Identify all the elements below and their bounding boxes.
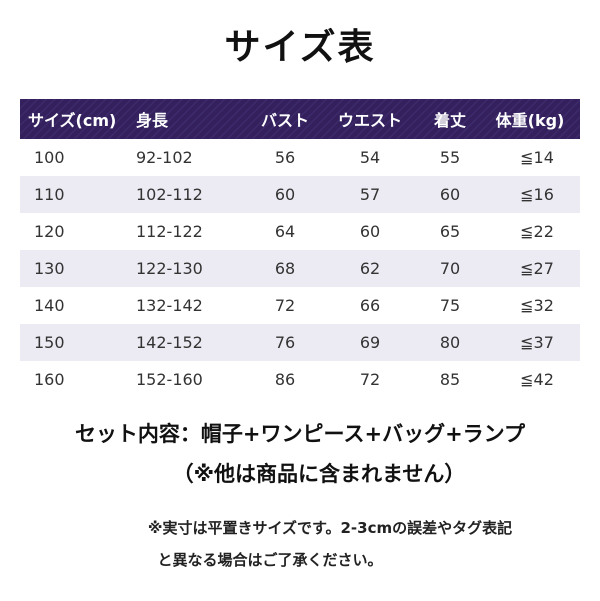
header-bust: バスト <box>260 111 309 130</box>
cell-height: 152-160 <box>136 370 203 389</box>
cell-weight: ≦42 <box>520 370 554 389</box>
header-size: サイズ(cm) <box>28 111 117 130</box>
measurement-note-line-1: ※実寸は平置きサイズです。2-3cmの誤差やタグ表記 <box>147 519 513 537</box>
cell-waist: 60 <box>359 222 381 241</box>
table-row: 100 92-102 56 54 55 ≦14 <box>20 139 580 176</box>
cell-bust: 64 <box>274 222 296 241</box>
cell-length: 85 <box>439 370 461 389</box>
table-row: 160 152-160 86 72 85 ≦42 <box>20 361 580 398</box>
cell-length: 55 <box>439 148 461 167</box>
cell-weight: ≦27 <box>520 259 554 278</box>
cell-weight: ≦37 <box>520 333 554 352</box>
exclusion-note: （※他は商品に含まれません） <box>172 462 466 486</box>
cell-waist: 57 <box>359 185 381 204</box>
cell-weight: ≦32 <box>520 296 554 315</box>
header-background <box>20 99 580 139</box>
cell-height: 122-130 <box>136 259 203 278</box>
header-waist: ウエスト <box>337 111 402 130</box>
cell-weight: ≦22 <box>520 222 554 241</box>
table-row: 150 142-152 76 69 80 ≦37 <box>20 324 580 361</box>
page-title: サイズ表 <box>224 27 376 68</box>
cell-size: 120 <box>34 222 65 241</box>
cell-size: 110 <box>34 185 65 204</box>
cell-height: 112-122 <box>136 222 203 241</box>
size-table: サイズ(cm) 身長 バスト ウエスト 着丈 体重(kg) 100 92-102… <box>20 99 580 398</box>
cell-waist: 66 <box>359 296 381 315</box>
cell-weight: ≦16 <box>520 185 554 204</box>
measurement-note-line-2: と異なる場合はご了承ください。 <box>157 551 383 569</box>
cell-waist: 72 <box>359 370 381 389</box>
table-row: 130 122-130 68 62 70 ≦27 <box>20 250 580 287</box>
cell-size: 140 <box>34 296 65 315</box>
cell-bust: 56 <box>274 148 296 167</box>
cell-length: 70 <box>439 259 461 278</box>
cell-bust: 86 <box>274 370 296 389</box>
cell-size: 160 <box>34 370 65 389</box>
header-length: 着丈 <box>433 111 466 130</box>
cell-waist: 54 <box>359 148 381 167</box>
cell-height: 142-152 <box>136 333 203 352</box>
cell-weight: ≦14 <box>520 148 554 167</box>
cell-bust: 68 <box>274 259 296 278</box>
cell-waist: 69 <box>359 333 381 352</box>
cell-size: 100 <box>34 148 65 167</box>
cell-length: 80 <box>439 333 461 352</box>
cell-length: 65 <box>439 222 461 241</box>
cell-bust: 60 <box>274 185 296 204</box>
cell-bust: 72 <box>274 296 296 315</box>
set-contents: セット内容：帽子+ワンピース+バッグ+ランプ <box>74 422 526 446</box>
cell-size: 150 <box>34 333 65 352</box>
cell-height: 132-142 <box>136 296 203 315</box>
cell-bust: 76 <box>274 333 296 352</box>
header-weight: 体重(kg) <box>495 111 565 130</box>
cell-waist: 62 <box>359 259 381 278</box>
cell-length: 60 <box>439 185 461 204</box>
cell-length: 75 <box>439 296 461 315</box>
table-row: 140 132-142 72 66 75 ≦32 <box>20 287 580 324</box>
cell-height: 102-112 <box>136 185 203 204</box>
table-row: 110 102-112 60 57 60 ≦16 <box>20 176 580 213</box>
cell-size: 130 <box>34 259 65 278</box>
table-row: 120 112-122 64 60 65 ≦22 <box>20 213 580 250</box>
table-header-row: サイズ(cm) 身長 バスト ウエスト 着丈 体重(kg) <box>20 99 580 139</box>
cell-height: 92-102 <box>136 148 193 167</box>
header-height: 身長 <box>136 111 169 130</box>
